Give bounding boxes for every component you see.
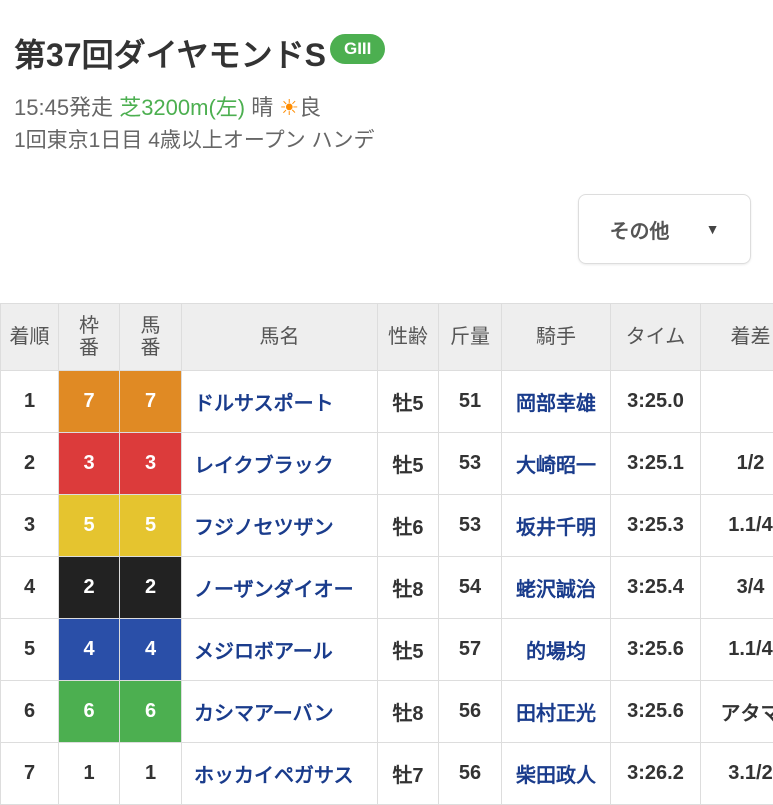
- cell-time: 3:25.3: [610, 494, 701, 557]
- cell-sex-age: 牡5: [377, 618, 439, 681]
- cell-umaban: 1: [119, 742, 182, 805]
- cell-margin: [700, 370, 773, 433]
- header-time: タイム: [610, 303, 701, 371]
- result-row: 4 2 2 ノーザンダイオー 牡8 54 蛯沢誠治 3:25.4 3/4: [0, 556, 773, 619]
- weather: 晴: [251, 95, 274, 120]
- cell-time: 3:25.6: [610, 618, 701, 681]
- cell-weight: 53: [438, 494, 502, 557]
- race-conditions: 15:45発走 芝3200m(左) 晴 ☀良: [14, 90, 321, 122]
- cell-weight: 56: [438, 742, 502, 805]
- cell-weight: 57: [438, 618, 502, 681]
- cell-umaban: 6: [119, 680, 182, 743]
- race-name: 第37回ダイヤモンドS: [14, 37, 326, 73]
- cell-jockey[interactable]: 蛯沢誠治: [501, 556, 611, 619]
- cell-rank: 2: [0, 432, 59, 495]
- cell-jockey[interactable]: 岡部幸雄: [501, 370, 611, 433]
- cell-horse-name[interactable]: メジロボアール: [181, 618, 378, 681]
- cell-margin: 1.1/4: [700, 494, 773, 557]
- cell-horse-name[interactable]: カシマアーバン: [181, 680, 378, 743]
- cell-rank: 6: [0, 680, 59, 743]
- cell-sex-age: 牡5: [377, 432, 439, 495]
- cell-weight: 51: [438, 370, 502, 433]
- header-rank: 着順: [0, 303, 59, 371]
- cell-horse-name[interactable]: レイクブラック: [181, 432, 378, 495]
- cell-rank: 7: [0, 742, 59, 805]
- header-horse-name: 馬名: [181, 303, 378, 371]
- header-sex-age: 性齢: [377, 303, 439, 371]
- cell-margin: 3.1/2: [700, 742, 773, 805]
- result-row: 5 4 4 メジロボアール 牡5 57 的場均 3:25.6 1.1/4: [0, 618, 773, 681]
- cell-time: 3:25.1: [610, 432, 701, 495]
- grade-badge: GIII: [329, 34, 386, 64]
- race-info: 1回東京1日目 4歳以上オープン ハンデ: [14, 129, 375, 152]
- header-weight: 斤量: [438, 303, 502, 371]
- cell-margin: 1/2: [700, 432, 773, 495]
- cell-time: 3:25.4: [610, 556, 701, 619]
- cell-sex-age: 牡6: [377, 494, 439, 557]
- cell-sex-age: 牡8: [377, 556, 439, 619]
- header-umaban: 馬 番: [119, 303, 182, 371]
- header-waku: 枠 番: [58, 303, 120, 371]
- cell-waku: 2: [58, 556, 120, 619]
- cell-rank: 4: [0, 556, 59, 619]
- cell-umaban: 3: [119, 432, 182, 495]
- cell-rank: 1: [0, 370, 59, 433]
- cell-weight: 53: [438, 432, 502, 495]
- cell-time: 3:25.0: [610, 370, 701, 433]
- cell-horse-name[interactable]: ドルサスポート: [181, 370, 378, 433]
- cell-margin: 1.1/4: [700, 618, 773, 681]
- cell-jockey[interactable]: 大崎昭一: [501, 432, 611, 495]
- cell-margin: アタマ: [700, 680, 773, 743]
- cell-waku: 7: [58, 370, 120, 433]
- cell-horse-name[interactable]: フジノセツザン: [181, 494, 378, 557]
- result-row: 2 3 3 レイクブラック 牡5 53 大崎昭一 3:25.1 1/2: [0, 432, 773, 495]
- header-margin: 着差: [700, 303, 773, 371]
- course: 芝3200m(左): [119, 95, 246, 120]
- results-table: 着順枠 番馬 番馬名 性齢 斤量 騎手 タイム 着差 1 7 7 ドルサスポート 牡5 51 岡部幸雄…: [0, 303, 773, 805]
- going: 良: [299, 95, 322, 120]
- cell-umaban: 5: [119, 494, 182, 557]
- cell-weight: 56: [438, 680, 502, 743]
- header-jockey: 騎手: [501, 303, 611, 371]
- cell-waku: 5: [58, 494, 120, 557]
- caret-down-icon: ▼: [705, 221, 720, 237]
- cell-jockey[interactable]: 柴田政人: [501, 742, 611, 805]
- sun-icon: ☀: [279, 95, 300, 120]
- result-row: 1 7 7 ドルサスポート 牡5 51 岡部幸雄 3:25.0: [0, 370, 773, 433]
- cell-rank: 3: [0, 494, 59, 557]
- cell-waku: 1: [58, 742, 120, 805]
- cell-jockey[interactable]: 的場均: [501, 618, 611, 681]
- cell-time: 3:25.6: [610, 680, 701, 743]
- cell-margin: 3/4: [700, 556, 773, 619]
- cell-horse-name[interactable]: ノーザンダイオー: [181, 556, 378, 619]
- cell-time: 3:26.2: [610, 742, 701, 805]
- cell-waku: 3: [58, 432, 120, 495]
- race-title: 第37回ダイヤモンドS GIII: [14, 30, 386, 76]
- cell-jockey[interactable]: 坂井千明: [501, 494, 611, 557]
- start-time: 15:45発走: [14, 95, 114, 120]
- cell-weight: 54: [438, 556, 502, 619]
- cell-horse-name[interactable]: ホッカイペガサス: [181, 742, 378, 805]
- cell-sex-age: 牡8: [377, 680, 439, 743]
- cell-waku: 4: [58, 618, 120, 681]
- other-dropdown[interactable]: その他 ▼: [578, 194, 751, 264]
- result-row: 7 1 1 ホッカイペガサス 牡7 56 柴田政人 3:26.2 3.1/2: [0, 742, 773, 805]
- cell-sex-age: 牡5: [377, 370, 439, 433]
- cell-rank: 5: [0, 618, 59, 681]
- cell-sex-age: 牡7: [377, 742, 439, 805]
- cell-jockey[interactable]: 田村正光: [501, 680, 611, 743]
- cell-umaban: 2: [119, 556, 182, 619]
- cell-waku: 6: [58, 680, 120, 743]
- cell-umaban: 7: [119, 370, 182, 433]
- cell-umaban: 4: [119, 618, 182, 681]
- result-row: 3 5 5 フジノセツザン 牡6 53 坂井千明 3:25.3 1.1/4: [0, 494, 773, 557]
- other-label: その他: [609, 220, 670, 243]
